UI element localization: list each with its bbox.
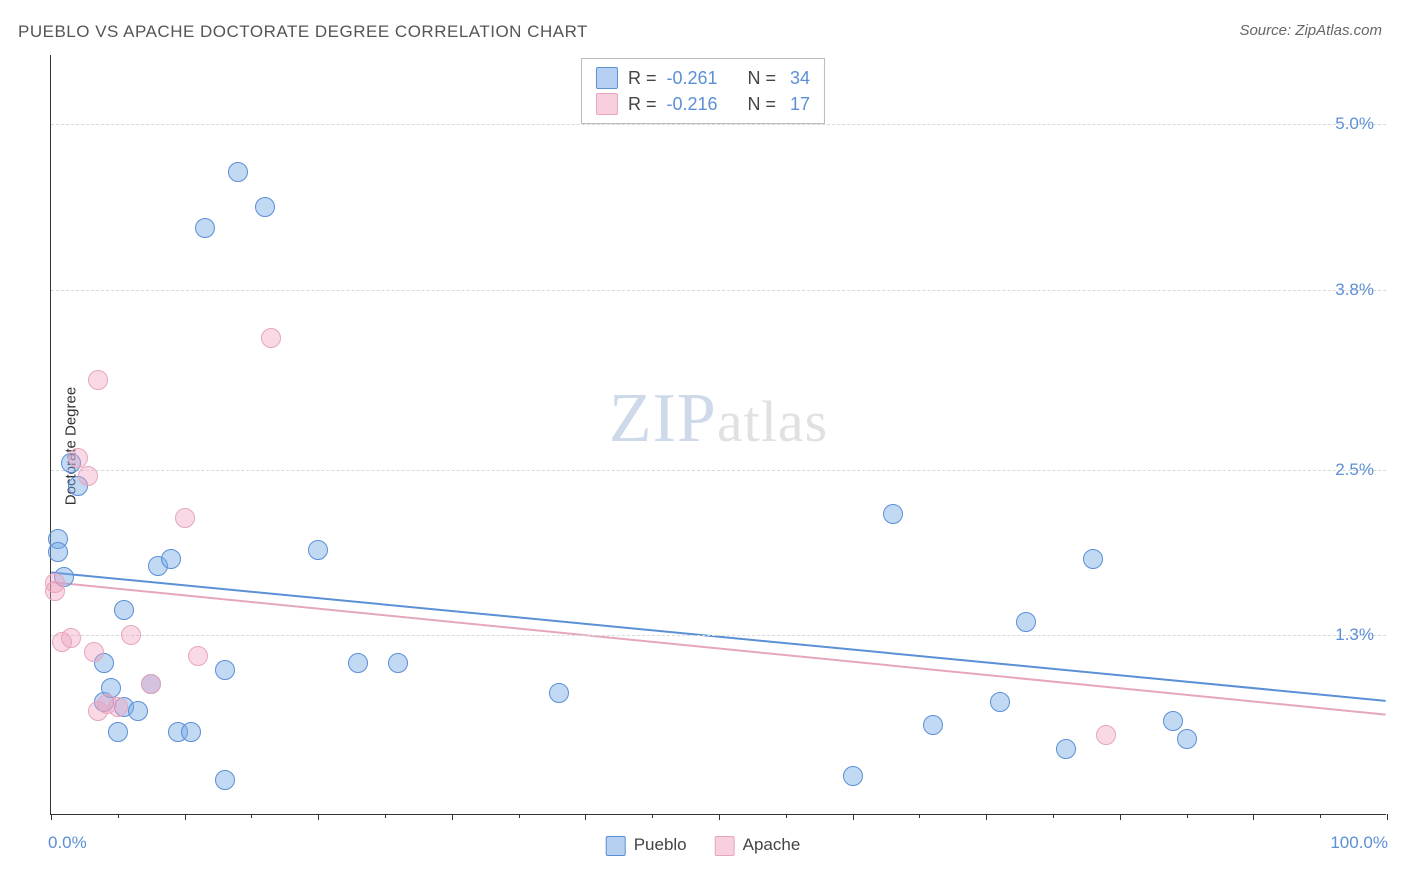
x-tick-minor (251, 814, 252, 818)
data-point (215, 660, 235, 680)
data-point (188, 646, 208, 666)
data-point (108, 697, 128, 717)
legend-label: Pueblo (634, 835, 687, 854)
legend-row: R = -0.261 N = 34 (596, 65, 810, 91)
data-point (195, 218, 215, 238)
r-label: R = (628, 94, 657, 115)
data-point (68, 448, 88, 468)
data-point (990, 692, 1010, 712)
x-tick (452, 814, 453, 820)
correlation-legend: R = -0.261 N = 34 R = -0.216 N = 17 (581, 58, 825, 124)
x-tick (585, 814, 586, 820)
n-label: N = (748, 94, 777, 115)
x-tick (719, 814, 720, 820)
n-value: 17 (786, 94, 810, 115)
x-tick (1120, 814, 1121, 820)
legend-swatch (596, 93, 618, 115)
trend-lines (51, 55, 1386, 814)
x-tick (1387, 814, 1388, 820)
data-point (843, 766, 863, 786)
data-point (1016, 612, 1036, 632)
legend-row: R = -0.216 N = 17 (596, 91, 810, 117)
n-value: 34 (786, 68, 810, 89)
data-point (1163, 711, 1183, 731)
y-tick-label: 5.0% (1335, 114, 1374, 134)
x-tick-minor (118, 814, 119, 818)
data-point (78, 466, 98, 486)
grid-line (51, 290, 1386, 291)
legend-swatch (715, 836, 735, 856)
x-tick (853, 814, 854, 820)
data-point (108, 722, 128, 742)
chart-title: PUEBLO VS APACHE DOCTORATE DEGREE CORREL… (18, 22, 588, 42)
x-tick (1253, 814, 1254, 820)
r-label: R = (628, 68, 657, 89)
series-legend: Pueblo Apache (606, 835, 801, 856)
x-tick-minor (1187, 814, 1188, 818)
data-point (175, 508, 195, 528)
data-point (923, 715, 943, 735)
y-tick-label: 2.5% (1335, 460, 1374, 480)
data-point (48, 542, 68, 562)
trend-line (51, 573, 1385, 701)
data-point (84, 642, 104, 662)
data-point (388, 653, 408, 673)
grid-line (51, 124, 1386, 125)
legend-item: Pueblo (606, 835, 687, 856)
x-tick-minor (519, 814, 520, 818)
data-point (1177, 729, 1197, 749)
data-point (549, 683, 569, 703)
x-tick (318, 814, 319, 820)
x-tick (185, 814, 186, 820)
data-point (141, 674, 161, 694)
r-value: -0.261 (666, 68, 717, 89)
x-tick-minor (1053, 814, 1054, 818)
data-point (45, 581, 65, 601)
n-label: N = (748, 68, 777, 89)
data-point (114, 600, 134, 620)
scatter-plot: ZIPatlas 1.3% 2.5% 3.8% 5.0% (50, 55, 1386, 815)
legend-swatch (606, 836, 626, 856)
x-tick (51, 814, 52, 820)
r-value: -0.216 (666, 94, 717, 115)
x-axis-max-label: 100.0% (1330, 833, 1388, 853)
x-tick-minor (652, 814, 653, 818)
x-tick-minor (385, 814, 386, 818)
x-tick (986, 814, 987, 820)
data-point (348, 653, 368, 673)
watermark: ZIPatlas (609, 379, 828, 459)
data-point (1056, 739, 1076, 759)
data-point (215, 770, 235, 790)
y-tick-label: 1.3% (1335, 625, 1374, 645)
data-point (255, 197, 275, 217)
legend-label: Apache (743, 835, 801, 854)
x-tick-minor (919, 814, 920, 818)
x-axis-min-label: 0.0% (48, 833, 87, 853)
x-tick-minor (1320, 814, 1321, 818)
data-point (88, 370, 108, 390)
data-point (261, 328, 281, 348)
data-point (181, 722, 201, 742)
legend-swatch (596, 67, 618, 89)
trend-line (51, 582, 1385, 714)
source-label: Source: ZipAtlas.com (1239, 22, 1382, 39)
data-point (61, 628, 81, 648)
data-point (228, 162, 248, 182)
grid-line (51, 635, 1386, 636)
data-point (883, 504, 903, 524)
data-point (128, 701, 148, 721)
data-point (1096, 725, 1116, 745)
x-tick-minor (786, 814, 787, 818)
data-point (1083, 549, 1103, 569)
data-point (308, 540, 328, 560)
legend-item: Apache (715, 835, 801, 856)
y-tick-label: 3.8% (1335, 280, 1374, 300)
grid-line (51, 470, 1386, 471)
data-point (161, 549, 181, 569)
data-point (121, 625, 141, 645)
